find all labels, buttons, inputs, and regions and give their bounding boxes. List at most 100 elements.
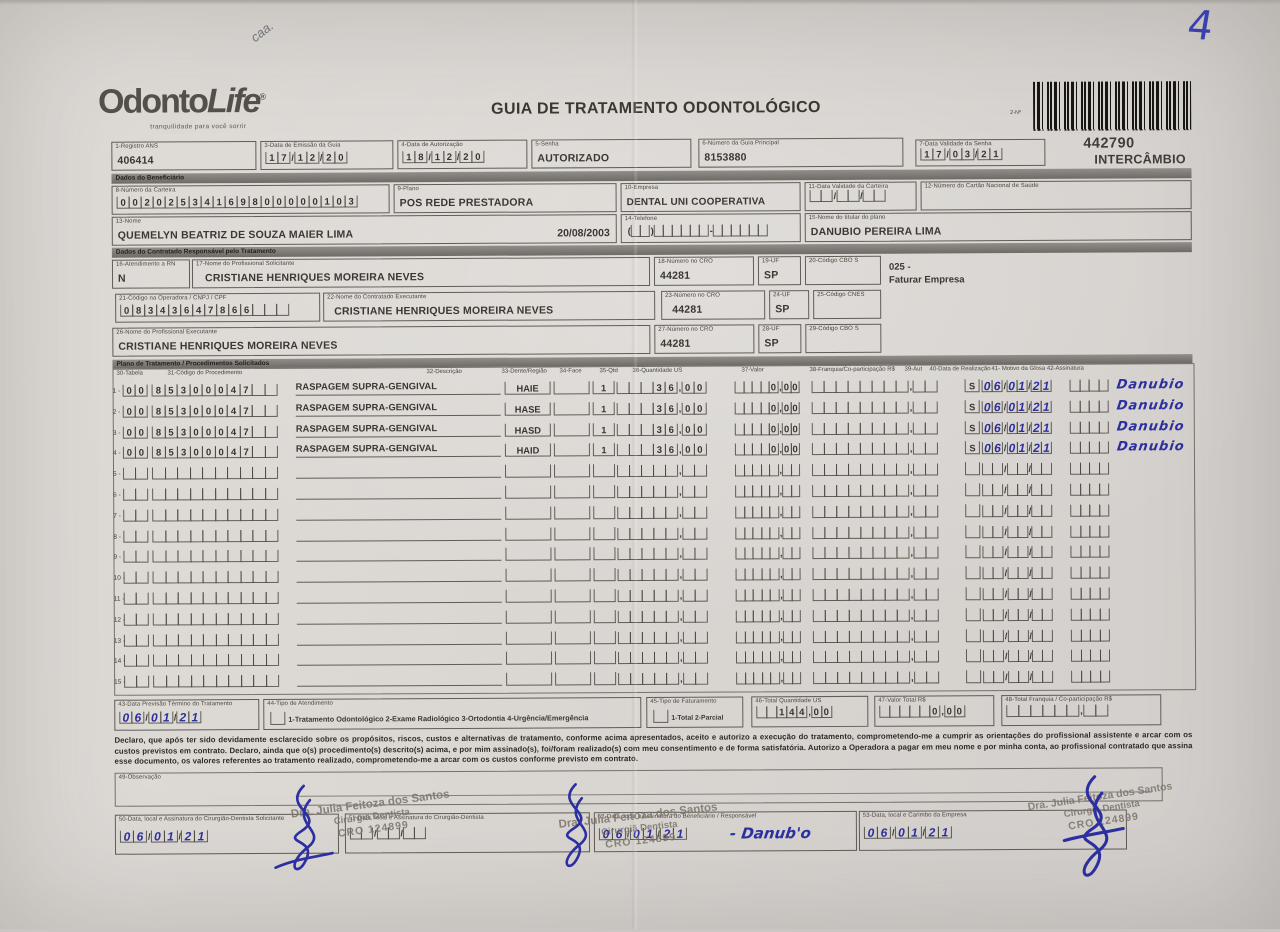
comb-cell [791,589,801,602]
field-data-autorizacao: 4-Data de Autorização 1 8/1 2/2 0 [397,139,528,170]
plan-column-header: 40-Data de Realização [929,366,991,373]
face-box [553,464,591,478]
comb-cell: 6 [991,421,1003,435]
comb-cell: 1 [1016,400,1028,414]
comb-cell [1017,671,1029,684]
comb-cell: 2 [180,829,196,843]
comb-cell: 1 [989,148,1003,161]
procedure-code-comb [152,591,279,605]
field-cro-18: 18-Número no CRO 44281 [653,256,755,286]
comb-cell [895,401,909,414]
qty-box [593,547,616,561]
tabela-comb [123,613,149,626]
qty-box [594,672,617,686]
comb-cell [693,548,708,561]
comb-cell [264,529,279,542]
value-comb: , [735,630,801,644]
procedure-description [296,547,502,563]
glosa-comb [1069,462,1110,475]
comb-cell [925,671,939,684]
comb-cell: 0 [134,426,148,439]
authorized-box: S [964,420,980,434]
field-data-emissao: 3-Data de Emissão da Guia 1 7/1 2/2 0 [260,140,394,170]
barcode [1033,81,1192,131]
comb-cell [264,404,278,417]
field-validade-carteira: 11-Data Validade da Carteira / / [804,181,917,212]
comb-cell: 0 [134,405,148,418]
comb-cell [264,467,279,480]
tabela-comb [124,675,150,688]
beneficiary-name: QUEMELYN BEATRIZ DE SOUZA MAIER LIMA [117,228,354,242]
comb-cell [1098,400,1109,413]
comb-cell [991,463,1004,476]
field-label: 43-Data Previsão Término do Tratamento [118,701,233,708]
comb-cell: 0 [134,446,148,460]
field-atendimento-rn: 16-Atendimento a RN N [111,259,191,289]
barcode-type: INTERCÂMBIO [1094,152,1186,167]
comb-cell [1017,650,1029,663]
comb-cell [694,589,708,602]
field-uf-24: 24-UF SP [769,290,810,320]
comb-cell: 7 [932,148,946,161]
comb-cell [1016,463,1028,476]
row-number: 8 - [113,533,121,541]
field-contratado-executante: 22-Nome do Contratado Executante CRISTIA… [323,290,656,322]
comb-cell [1098,462,1110,475]
comb-cell: 1 [159,710,173,725]
procedure-code-comb [153,675,280,688]
comb-cell [694,652,708,665]
franquia-comb: , [812,463,938,477]
realization-date-comb: / / [982,608,1053,622]
comb-cell: 1 [1040,400,1052,414]
tabela-comb [123,509,149,522]
comb-cell: 6 [664,402,678,415]
comb-cell [992,546,1004,559]
phone-comb: () - [627,220,768,239]
plan-column-header: 37-Valor [741,367,764,374]
field-cartao-nacional-saude: 12-Número do Cartão Nacional de Saúde [920,180,1192,211]
comb-cell [1017,567,1029,580]
comb-cell: 0 [768,381,779,394]
comb-cell [1098,421,1109,434]
comb-cell [694,672,708,685]
field-label: 44-Tipo de Atendimento [267,700,333,707]
procedure-description [297,671,503,687]
comb-cell [135,592,149,605]
row-signature-handwriting: Danubio [1115,377,1186,393]
field-label: 20-Código CBO S [808,257,859,265]
comb-cell [924,401,938,414]
comb-cell: 6 [664,444,678,457]
franquia-comb: , [812,546,939,560]
birth-date: 20/08/2003 [557,227,610,240]
comb-cell [895,380,909,393]
tooth-region-box: HASE [504,402,551,416]
field-profissional-solicitante: 17-Nome do Profissional Solicitante CRIS… [191,256,651,289]
comb-cell: 1 [188,710,202,724]
comb-cell [769,568,780,581]
field-label: 23-Número no CRO [665,292,721,299]
field-value: POS REDE PRESTADORA [399,196,534,210]
procedure-description: RASPAGEM SUPRA-GENGIVAL [295,443,501,459]
comb-cell [693,464,707,477]
field-label: 25-Código CNES [817,291,865,299]
comb-cell [769,506,779,519]
comb-cell: 6 [991,379,1003,393]
comb-cell: 0 [334,151,348,164]
tooth-region-box [505,464,552,478]
field-label: 29-Código CBO S [809,325,859,333]
row-number: 9 - [113,554,122,562]
comb-cell [135,550,149,564]
comb-cell [264,508,279,521]
comb-cell [1041,504,1053,517]
comb-cell: 8 [414,151,428,164]
comb-cell [895,422,909,435]
field-label: 15-Nome do titular do plano [808,214,886,222]
procedure-code-comb [152,571,279,584]
field-value: SP [764,337,779,350]
comb-cell [694,568,708,581]
comb-cell [1041,567,1053,580]
